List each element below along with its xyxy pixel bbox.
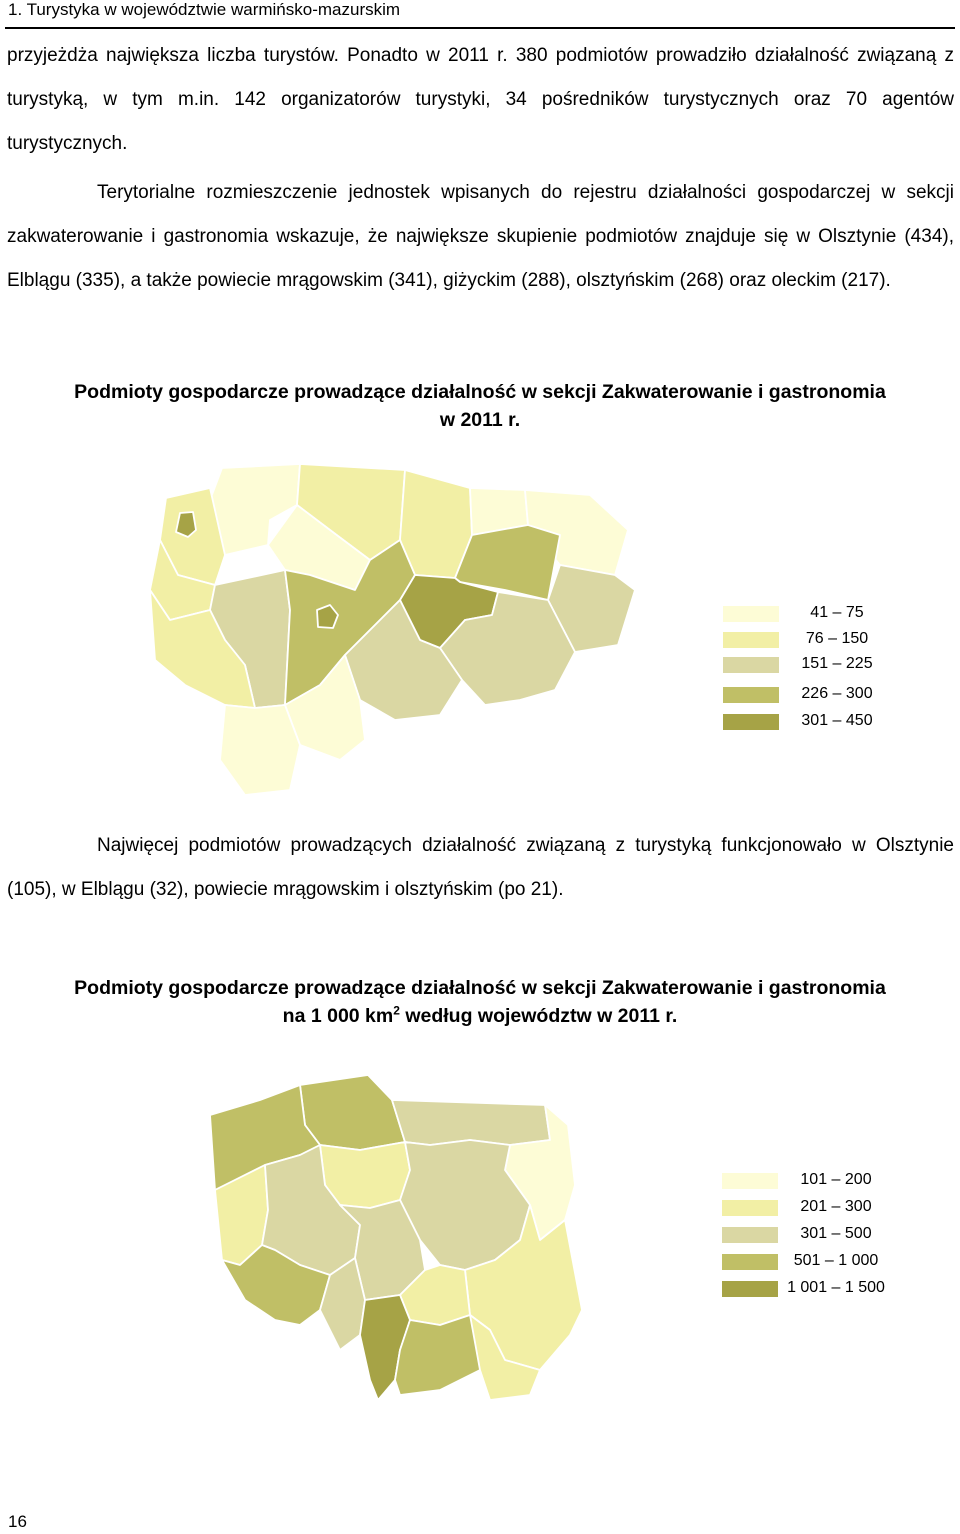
map1-city-olsztyn — [316, 604, 339, 629]
map2-legend: 101 – 200 201 – 300 301 – 500 501 – 1 00… — [722, 1171, 922, 1303]
map1-district-nidzicki — [284, 654, 366, 761]
map2-region-podkarpackie — [469, 1314, 541, 1401]
map1-city-elblag — [175, 511, 197, 538]
paragraph-tourism-text: Najwięcej podmiotów prowadzących działal… — [7, 835, 954, 900]
legend-label: 301 – 450 — [801, 712, 873, 729]
map1-district-pisz-elk — [439, 591, 576, 706]
legend-label: 301 – 500 — [800, 1225, 872, 1242]
legend-swatch — [723, 606, 779, 622]
map1-caption-line1: Podmioty gospodarcze prowadzące działaln… — [74, 381, 886, 403]
paragraph-territorial-text: Terytorialne rozmieszczenie jednostek wp… — [7, 182, 954, 291]
legend-swatch — [722, 1281, 778, 1297]
header-divider — [5, 27, 955, 29]
map1-caption-line2: w 2011 r. — [439, 409, 521, 431]
map2-caption-line2-post: według województw w 2011 r. — [399, 1005, 678, 1027]
legend-label: 41 – 75 — [810, 604, 864, 621]
map2-caption-line1: Podmioty gospodarcze prowadzące działaln… — [74, 977, 886, 999]
legend-label: 76 – 150 — [805, 630, 869, 647]
legend-swatch — [723, 657, 779, 673]
map2-caption-line2-pre: na 1 000 km — [282, 1005, 394, 1027]
map1-district-ilawski — [149, 589, 256, 709]
map1-caption: Podmioty gospodarcze prowadzące działaln… — [0, 378, 960, 434]
map2-caption-line2: na 1 000 km2 według województw w 2011 r. — [0, 1002, 960, 1030]
map1-district-dzialdowski — [219, 704, 301, 796]
legend-label: 201 – 300 — [800, 1198, 872, 1215]
legend-swatch — [722, 1200, 778, 1216]
legend-label: 1 001 – 1 500 — [787, 1279, 885, 1296]
legend-label: 501 – 1 000 — [793, 1252, 879, 1269]
map2-caption-sup: 2 — [393, 1003, 400, 1018]
map2-voivodeship-map — [209, 1074, 583, 1401]
map2-region-warminsko-mazurskie — [391, 1099, 551, 1146]
legend-label: 226 – 300 — [801, 685, 873, 702]
map2-region-malopolskie — [394, 1314, 491, 1396]
paragraph-tourism: Najwięcej podmiotów prowadzących działal… — [7, 824, 954, 912]
running-header: 1. Turystyka w województwie warmińsko-ma… — [8, 0, 401, 19]
legend-swatch — [722, 1227, 778, 1243]
legend-label: 101 – 200 — [800, 1171, 872, 1188]
legend-label: 151 – 225 — [801, 655, 873, 672]
legend-swatch — [722, 1173, 778, 1189]
legend-swatch — [722, 1254, 778, 1270]
legend-swatch — [723, 632, 779, 648]
paragraph-intro: przyjeżdża największa liczba turystów. P… — [7, 45, 954, 154]
map2-caption: Podmioty gospodarcze prowadzące działaln… — [0, 974, 960, 1030]
page-number: 16 — [8, 1512, 27, 1531]
legend-swatch — [723, 687, 779, 703]
paragraph-territorial: Terytorialne rozmieszczenie jednostek wp… — [7, 171, 954, 303]
map1-powiat-map — [149, 463, 636, 796]
map1-legend: 41 – 75 76 – 150 151 – 225 226 – 300 301… — [723, 604, 903, 736]
legend-swatch — [723, 714, 779, 730]
